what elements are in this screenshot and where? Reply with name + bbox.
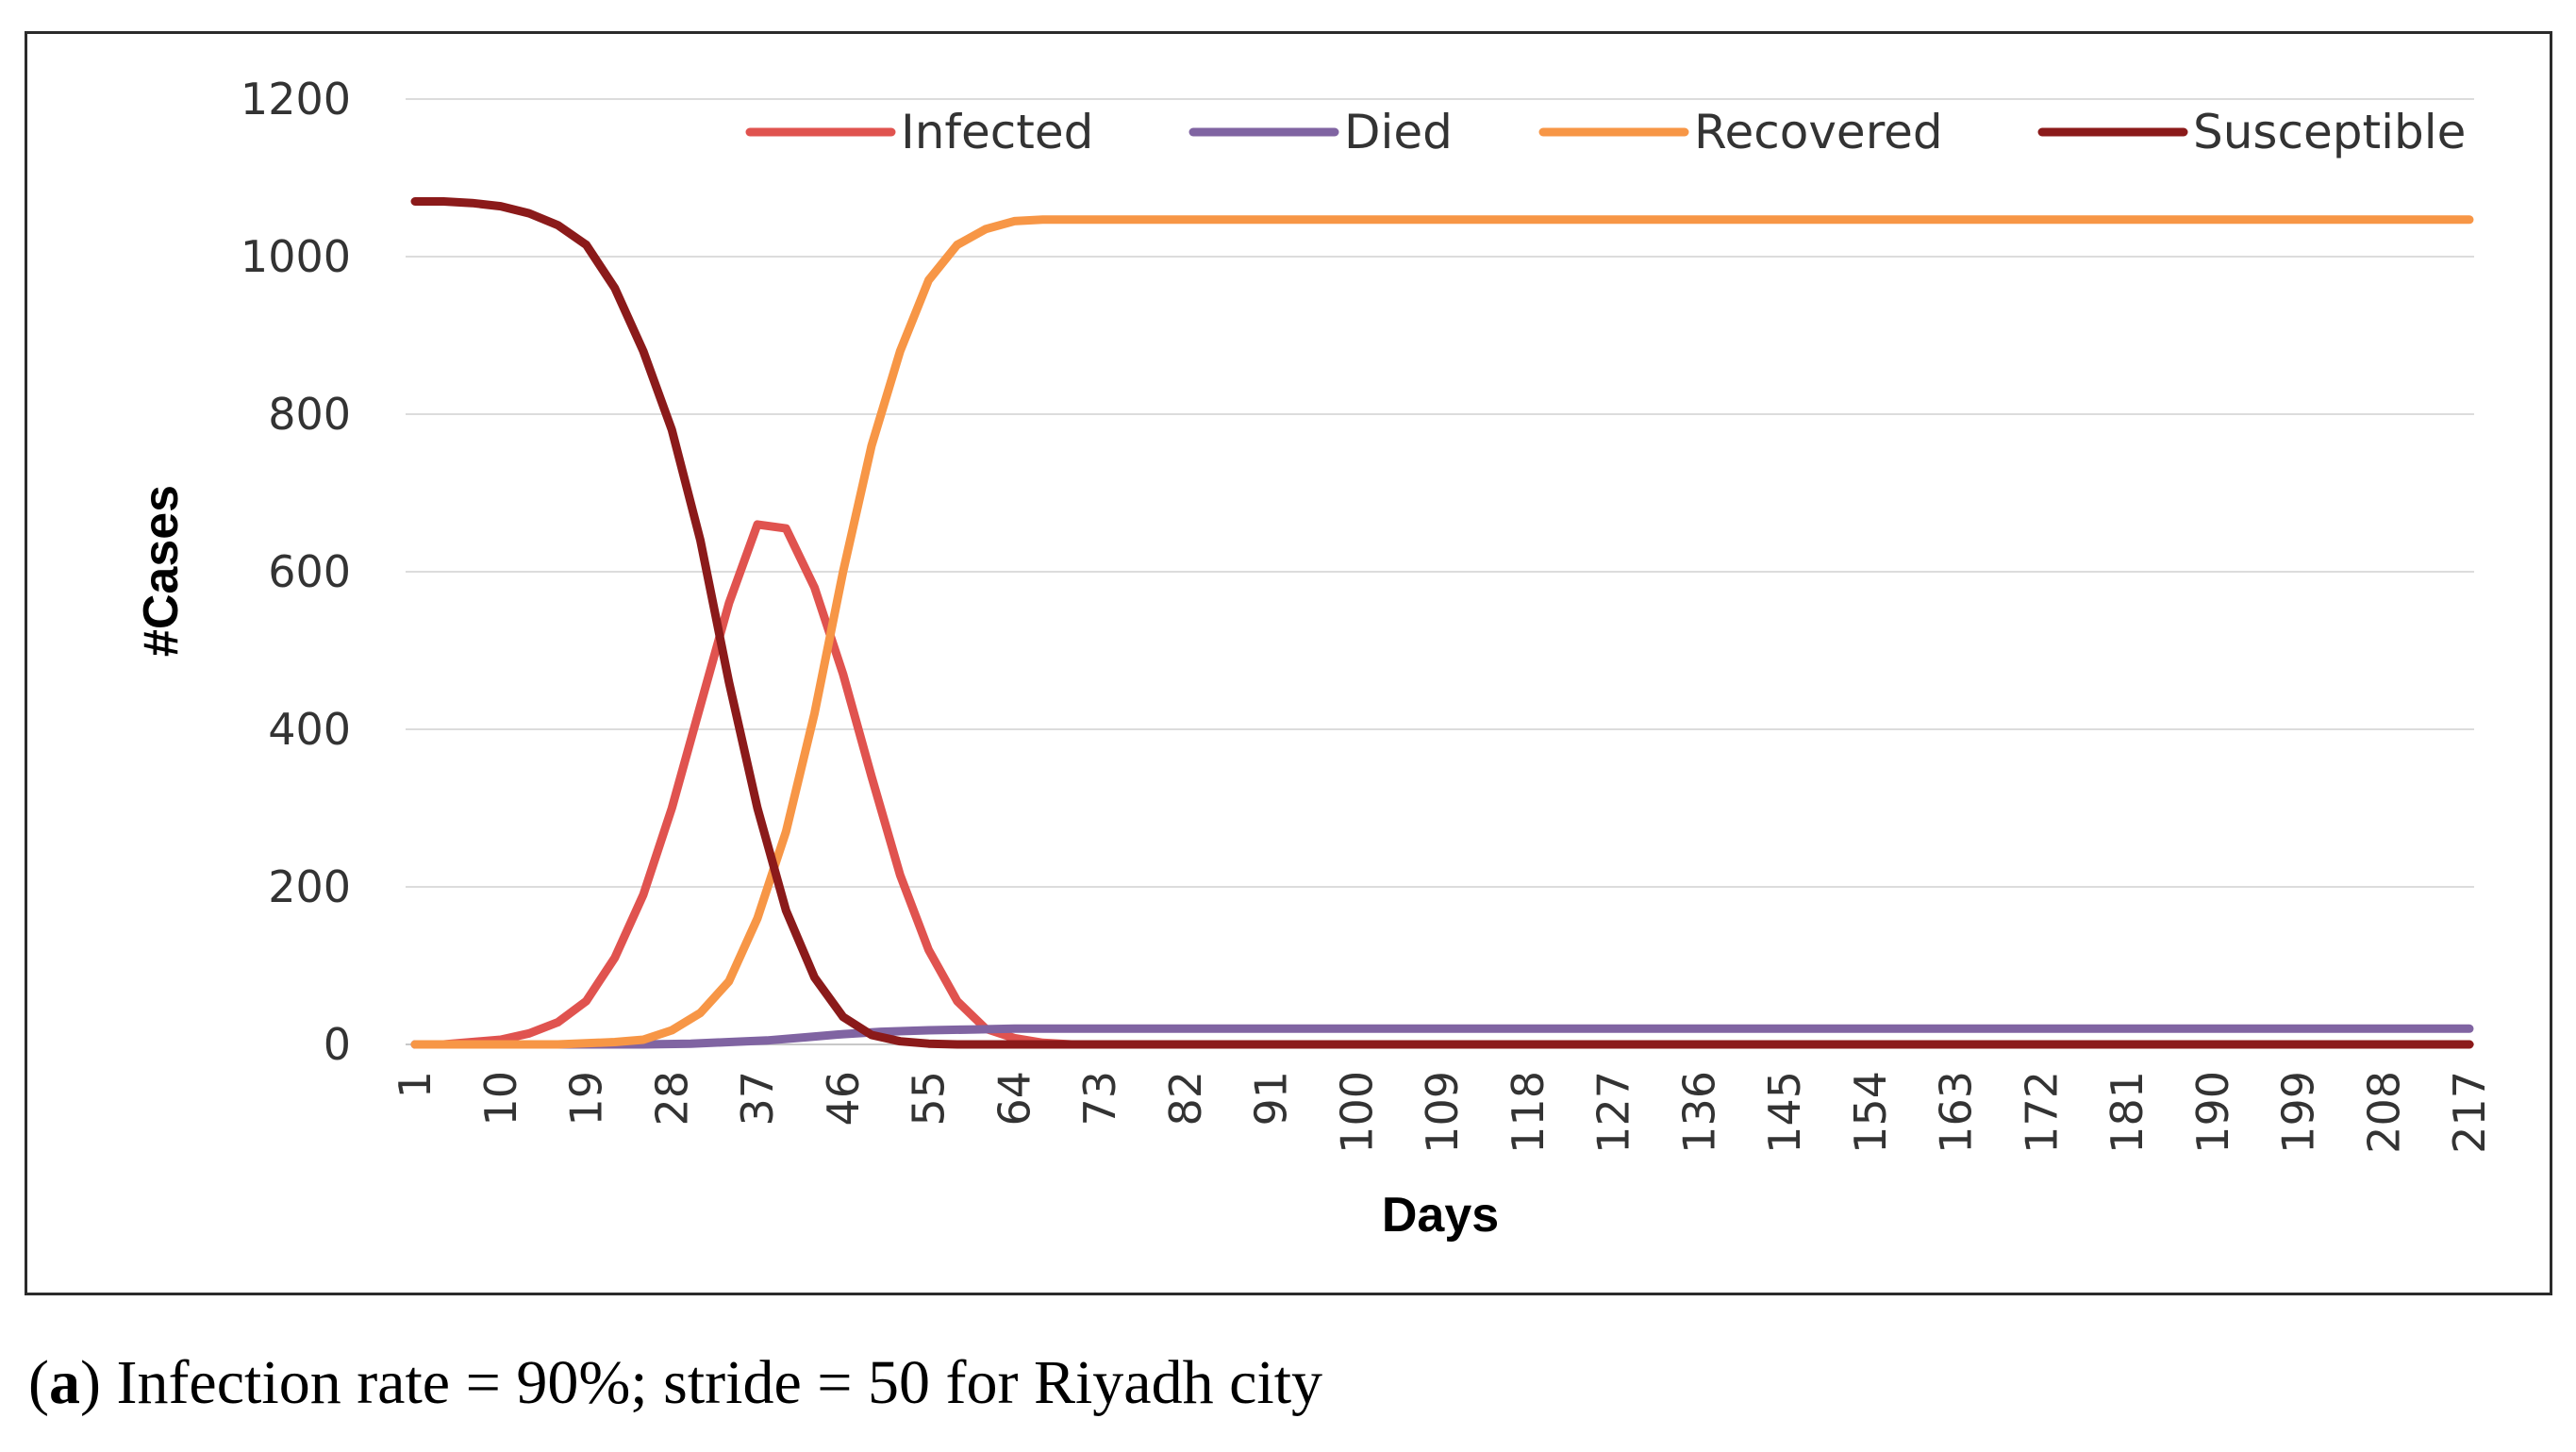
x-tick-label: 46 (818, 1071, 869, 1127)
x-tick-label: 100 (1331, 1071, 1382, 1154)
x-tick-label: 82 (1160, 1071, 1211, 1127)
caption-text: Infection rate = 90%; stride = 50 for Ri… (100, 1348, 1323, 1417)
chart-frame (25, 31, 2552, 1295)
x-tick-label: 28 (646, 1071, 697, 1127)
x-tick-label: 127 (1588, 1071, 1639, 1154)
legend-label-infected: Infected (901, 105, 1093, 159)
x-tick-label: 136 (1673, 1071, 1724, 1154)
x-tick-label: 154 (1845, 1071, 1896, 1154)
x-tick-label: 10 (475, 1071, 526, 1127)
x-tick-label: 73 (1074, 1071, 1125, 1127)
gridlines (406, 98, 2474, 1045)
y-tick-label: 600 (268, 546, 351, 597)
x-tick-label: 55 (904, 1071, 955, 1127)
x-tick-label: 1 (390, 1071, 440, 1098)
legend-label-died: Died (1344, 105, 1453, 159)
y-tick-labels: 0 200 400 600 800 1000 1200 (241, 74, 351, 1070)
figure-caption: (a) Infection rate = 90%; stride = 50 fo… (28, 1348, 1323, 1417)
y-tick-label: 200 (268, 861, 351, 912)
y-tick-label: 400 (268, 704, 351, 755)
x-tick-label: 64 (989, 1071, 1039, 1127)
x-tick-label: 145 (1759, 1071, 1810, 1154)
x-tick-label: 217 (2444, 1071, 2495, 1154)
x-tick-label: 181 (2102, 1071, 2152, 1154)
caption-label: a (48, 1348, 80, 1417)
x-tick-label: 19 (561, 1071, 612, 1127)
x-tick-label: 172 (2016, 1071, 2067, 1154)
series-line-susceptible (410, 197, 2474, 1049)
x-tick-label: 163 (1931, 1071, 1982, 1154)
y-tick-label: 1200 (241, 74, 351, 125)
x-tick-label: 118 (1503, 1071, 1554, 1154)
x-tick-label: 37 (732, 1071, 783, 1127)
series-line-recovered (410, 215, 2474, 1049)
legend-label-susceptible: Susceptible (2193, 105, 2466, 159)
y-tick-label: 0 (324, 1019, 351, 1070)
x-tick-label: 109 (1417, 1071, 1468, 1154)
x-tick-label: 208 (2358, 1071, 2409, 1154)
y-tick-label: 800 (268, 389, 351, 440)
x-tick-label: 190 (2187, 1071, 2238, 1154)
legend: Infected Died Recovered Susceptible (745, 105, 2466, 159)
legend-label-recovered: Recovered (1694, 105, 1943, 159)
y-tick-label: 1000 (241, 231, 351, 282)
x-axis-title: Days (1382, 1188, 1499, 1243)
series-lines (410, 197, 2474, 1049)
series-line-infected (410, 520, 2474, 1049)
x-tick-label: 91 (1246, 1071, 1297, 1127)
y-axis-title: #Cases (134, 485, 189, 657)
series-line-died (410, 1024, 2474, 1049)
x-tick-label: 199 (2273, 1071, 2324, 1154)
x-tick-labels: 1 10 19 28 37 46 55 64 73 82 91 100 109 118 127 136 145 1… (390, 1071, 2495, 1154)
